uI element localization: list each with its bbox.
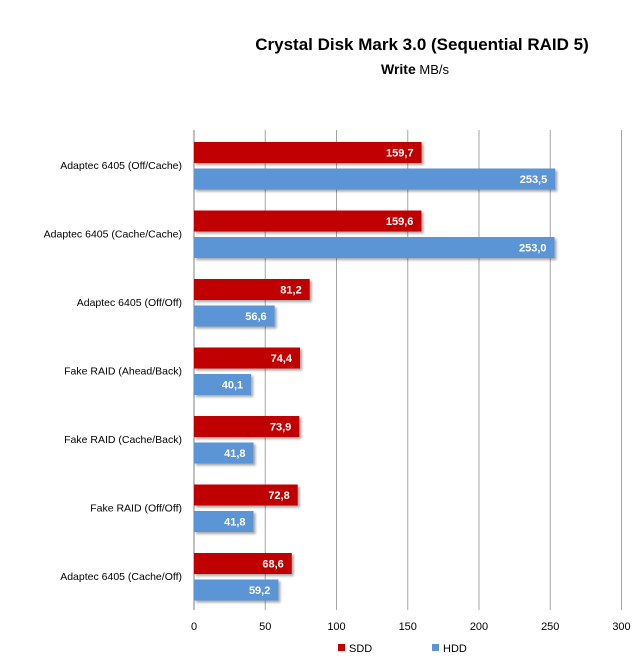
data-label: 40,1	[222, 380, 243, 392]
legend-swatch	[432, 644, 439, 651]
bar-hdd	[194, 168, 556, 190]
chart-title: Crystal Disk Mark 3.0 (Sequential RAID 5…	[255, 35, 589, 54]
data-label: 81,2	[280, 285, 301, 297]
legend-swatch	[338, 644, 345, 651]
bar-sdd	[194, 279, 310, 300]
bar-hdd	[194, 237, 555, 258]
category-labels: Adaptec 6405 (Off/Cache) Adaptec 6405 (Ca…	[44, 160, 182, 583]
bar-hdd	[194, 442, 254, 464]
data-label: 41,8	[224, 448, 245, 460]
category-label: Fake RAID (Cache/Back)	[64, 434, 182, 446]
x-tick-label: 250	[541, 621, 559, 633]
bar-hdd	[194, 511, 254, 532]
x-tick-label: 100	[327, 621, 345, 633]
category-label: Adaptec 6405 (Cache/Off)	[60, 571, 182, 583]
data-label: 73,9	[270, 422, 291, 434]
category-label: Fake RAID (Off/Off)	[90, 503, 182, 515]
legend-label: SDD	[349, 643, 372, 655]
category-label: Adaptec 6405 (Off/Cache)	[60, 160, 182, 172]
x-tick-label: 150	[399, 621, 417, 633]
bar-sdd	[194, 553, 292, 574]
bar-sdd	[194, 210, 422, 232]
bar-hdd	[194, 374, 252, 395]
x-tick-label: 300	[612, 621, 630, 633]
chart-subtitle-unit: MB/s	[416, 62, 450, 77]
bar-sdd	[194, 484, 298, 506]
bar-sdd	[194, 416, 300, 437]
bars: 159,7 253,5 159,6 253,0 81,2 56,6 74,4 40,1 73,9…	[194, 142, 556, 601]
data-label: 74,4	[271, 353, 293, 365]
bar-hdd	[194, 305, 275, 327]
data-label: 68,6	[262, 559, 283, 571]
data-label: 56,6	[245, 311, 266, 323]
chart-subtitle-bold: Write	[381, 61, 416, 77]
data-label: 41,8	[224, 517, 245, 529]
legend: SDD HDD	[338, 643, 467, 655]
category-label: Adaptec 6405 (Off/Off)	[77, 297, 182, 309]
x-tick-label: 50	[259, 621, 271, 633]
data-label: 253,0	[519, 243, 547, 255]
data-label: 59,2	[249, 585, 270, 597]
gridlines	[193, 130, 622, 610]
x-tick-label: 200	[470, 621, 488, 633]
bar-sdd	[194, 142, 422, 163]
data-label: 159,6	[386, 216, 414, 228]
x-axis-ticks: 0 50 100 150 200 250 300	[191, 621, 631, 633]
data-label: 72,8	[268, 490, 289, 502]
data-label: 253,5	[520, 174, 548, 186]
legend-label: HDD	[443, 643, 467, 655]
bar-sdd	[194, 347, 301, 369]
chart-subtitle: Write MB/s	[381, 61, 449, 77]
x-tick-label: 0	[191, 621, 197, 633]
category-label: Adaptec 6405 (Cache/Cache)	[44, 229, 182, 241]
data-label: 159,7	[386, 148, 414, 160]
category-label: Fake RAID (Ahead/Back)	[64, 366, 182, 378]
bar-hdd	[194, 579, 279, 601]
